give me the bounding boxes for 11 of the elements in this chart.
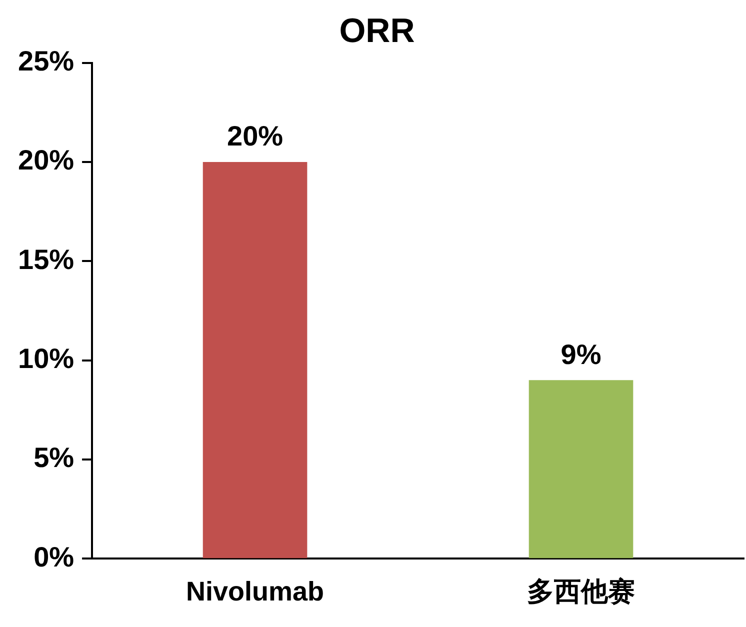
chart-title: ORR <box>339 12 415 50</box>
data-label: 9% <box>560 338 602 370</box>
y-tick-label: 15% <box>18 244 74 275</box>
y-tick-label: 5% <box>34 442 74 474</box>
data-label: 20% <box>227 120 284 152</box>
y-tick-label: 10% <box>18 343 74 374</box>
x-tick-label: 多西他赛 <box>527 576 636 606</box>
y-tick-label: 25% <box>18 46 74 77</box>
y-tick-label: 20% <box>18 144 74 176</box>
x-tick-label: Nivolumab <box>186 576 324 606</box>
y-tick-label: 0% <box>34 541 74 572</box>
